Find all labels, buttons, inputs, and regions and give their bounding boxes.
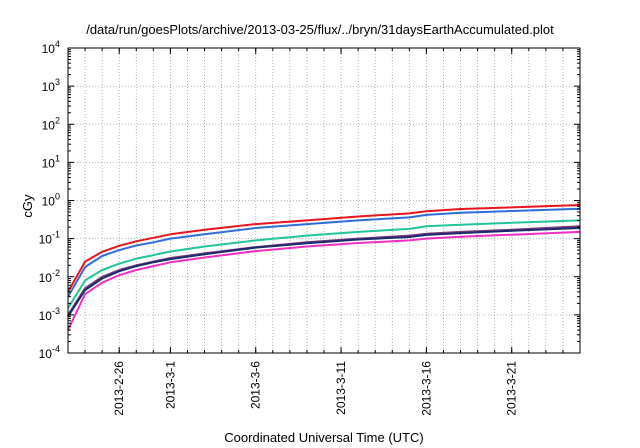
series-line-6 bbox=[67, 230, 581, 331]
axis-ticks: 10-4 10-3 10-2 10-1 100 101 102 103 104 2013-2-26… bbox=[39, 39, 580, 416]
y-tick-label: 101 bbox=[42, 153, 60, 170]
y-tick-label: 103 bbox=[42, 77, 60, 94]
y-tick-label: 100 bbox=[42, 192, 60, 209]
series-line-5 bbox=[67, 227, 581, 318]
x-tick-label: 2013-3-1 bbox=[163, 361, 177, 409]
y-tick-label: 104 bbox=[42, 39, 60, 56]
series-line-3 bbox=[67, 219, 581, 309]
x-tick-label: 2013-3-11 bbox=[334, 361, 348, 415]
y-axis-label: cGy bbox=[20, 194, 35, 218]
y-tick-label: 102 bbox=[42, 115, 60, 132]
y-tick-label: 10-4 bbox=[39, 344, 60, 361]
grid-lines bbox=[68, 48, 580, 353]
series-line-2 bbox=[67, 207, 581, 298]
y-tick-label: 10-1 bbox=[39, 230, 60, 247]
y-tick-label: 10-3 bbox=[39, 306, 60, 323]
y-tick-label: 10-2 bbox=[39, 268, 60, 285]
chart-title: /data/run/goesPlots/archive/2013-03-25/f… bbox=[86, 22, 554, 37]
x-axis-label: Coordinated Universal Time (UTC) bbox=[224, 430, 424, 445]
data-series bbox=[67, 204, 581, 331]
series-line-1 bbox=[67, 204, 581, 293]
x-tick-label: 2013-2-26 bbox=[112, 361, 126, 416]
x-tick-label: 2013-3-6 bbox=[249, 361, 263, 409]
x-tick-label: 2013-3-16 bbox=[419, 361, 433, 416]
x-tick-label: 2013-3-21 bbox=[505, 361, 519, 416]
